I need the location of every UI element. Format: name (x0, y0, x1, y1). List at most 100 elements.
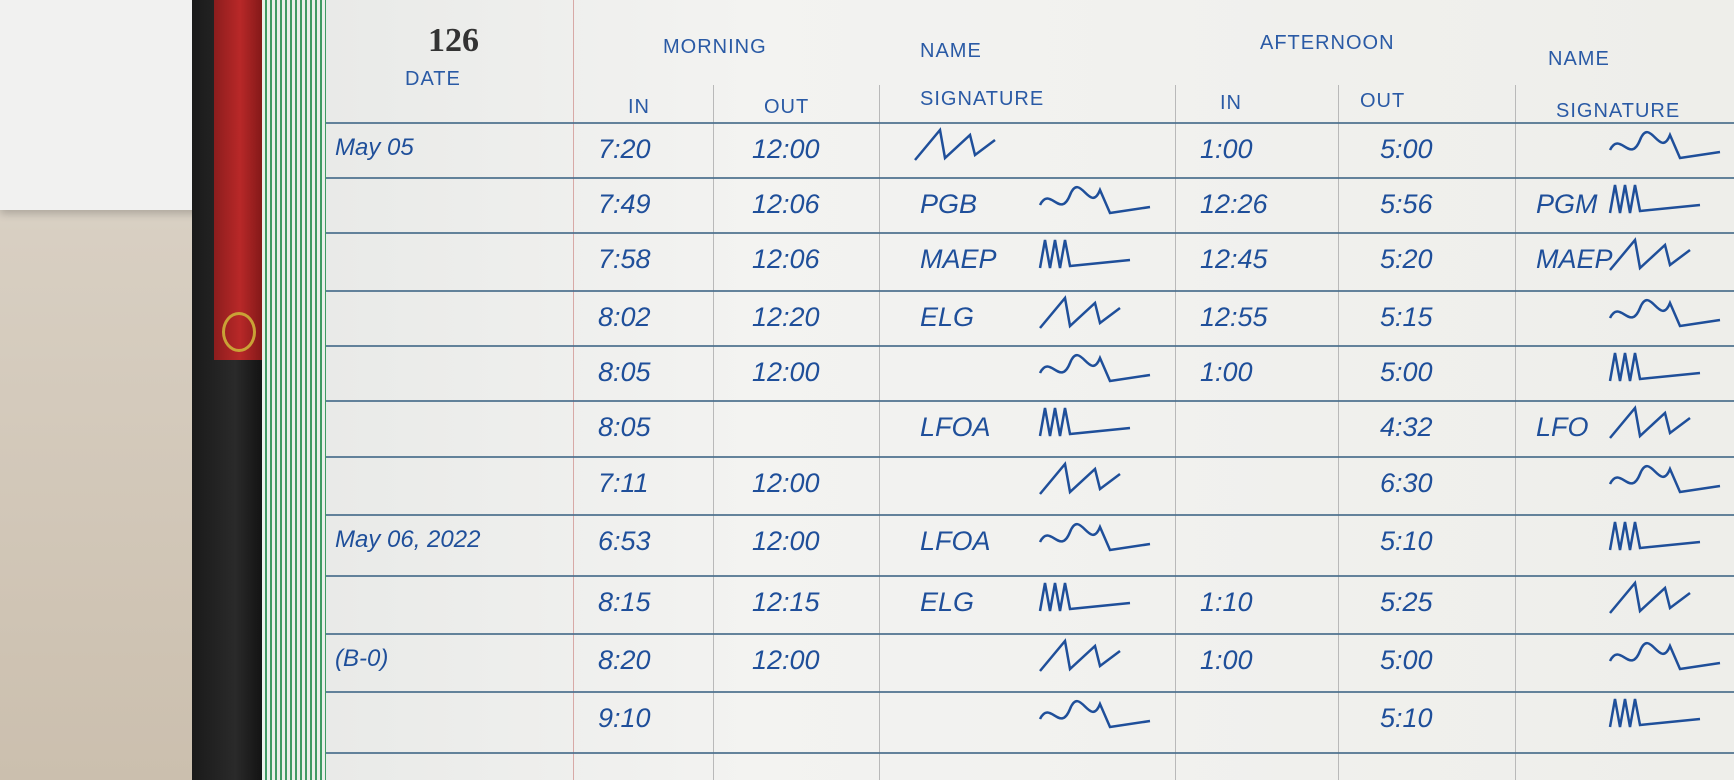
ruled-line (326, 456, 1734, 458)
cell-name: MAEP (920, 244, 997, 274)
column-divider (879, 85, 880, 780)
cell-a-out: 5:10 (1380, 526, 1433, 556)
cell-m-in: 7:58 (598, 244, 651, 274)
cell-m-in: 6:53 (598, 526, 651, 556)
cell-date: May 06, 2022 (335, 526, 481, 553)
header-afternoon: AFTERNOON (1260, 32, 1395, 54)
header-signature-1: SIGNATURE (920, 88, 1045, 110)
cell-m-in: 8:05 (598, 357, 651, 387)
cell-a-out: 5:00 (1380, 134, 1433, 164)
header-signature-2: SIGNATURE (1556, 100, 1681, 122)
cell-a-in: 12:26 (1200, 189, 1268, 219)
signature-scribble-icon (1038, 354, 1151, 383)
cell-name: PGB (920, 189, 978, 219)
signature-scribble-icon (1608, 184, 1701, 214)
cell-a-out: 5:56 (1380, 189, 1433, 219)
cell-a-name: MAEP (1536, 244, 1613, 274)
ruled-line (326, 290, 1734, 292)
header-name-1: NAME (920, 40, 982, 62)
cell-a-out: 5:25 (1380, 587, 1433, 617)
header-morning-in: IN (628, 96, 650, 118)
ruled-line (326, 691, 1734, 693)
cell-m-in: 7:11 (598, 468, 649, 498)
cell-a-out: 5:20 (1380, 244, 1433, 274)
cell-m-out: 12:00 (752, 645, 820, 675)
ruled-line (326, 345, 1734, 347)
cell-a-in: 1:00 (1200, 134, 1253, 164)
ruled-line (326, 752, 1734, 754)
cell-m-out: 12:00 (752, 357, 820, 387)
cell-m-in: 8:20 (598, 645, 651, 675)
cell-a-in: 1:10 (1200, 587, 1253, 617)
column-divider (1515, 85, 1516, 780)
cell-a-in: 12:55 (1200, 302, 1268, 332)
signature-scribble-icon (914, 127, 996, 161)
ruled-line (326, 575, 1734, 577)
header-name-2: NAME (1548, 48, 1610, 70)
header-afternoon-out: OUT (1360, 90, 1406, 112)
ruled-line (326, 400, 1734, 402)
margin-line (573, 0, 574, 780)
header-morning-out: OUT (764, 96, 810, 118)
ruled-line (326, 122, 1734, 124)
cell-m-in: 8:05 (598, 412, 651, 442)
cell-date: May 05 (335, 134, 414, 161)
signature-scribble-icon (1038, 186, 1151, 215)
signature-scribble-icon (1038, 407, 1131, 437)
signature-scribble-icon (1608, 642, 1721, 671)
book-spine-red-band (214, 0, 266, 360)
logbook-page (326, 0, 1734, 780)
cell-a-out: 5:10 (1380, 703, 1433, 733)
cell-a-in: 1:00 (1200, 645, 1253, 675)
signature-scribble-icon (1608, 465, 1721, 494)
header-morning: MORNING (663, 36, 767, 58)
ruled-line (326, 633, 1734, 635)
signature-scribble-icon (1038, 700, 1151, 729)
cell-a-name: PGM (1536, 189, 1598, 219)
cell-m-in: 9:10 (598, 703, 651, 733)
cell-m-out: 12:06 (752, 189, 820, 219)
cell-a-out: 5:00 (1380, 357, 1433, 387)
cell-name: ELG (920, 587, 975, 617)
cell-date: (B-0) (335, 645, 389, 672)
signature-scribble-icon (1038, 239, 1131, 269)
page-edges (262, 0, 328, 780)
cell-a-out: 4:32 (1380, 412, 1433, 442)
cell-m-in: 8:02 (598, 302, 651, 332)
signature-scribble-icon (1039, 638, 1121, 672)
ruled-line (326, 177, 1734, 179)
signature-scribble-icon (1038, 582, 1131, 612)
column-divider (1175, 85, 1176, 780)
signature-scribble-icon (1609, 580, 1691, 614)
header-afternoon-in: IN (1220, 92, 1242, 114)
cell-m-out: 12:00 (752, 468, 820, 498)
column-divider (1338, 85, 1339, 780)
cell-m-in: 7:20 (598, 134, 651, 164)
cell-a-out: 6:30 (1380, 468, 1433, 498)
signature-scribble-icon (1608, 521, 1701, 551)
cell-a-in: 1:00 (1200, 357, 1253, 387)
ruled-line (326, 232, 1734, 234)
page-number: 126 (428, 22, 479, 59)
signature-scribble-icon (1038, 523, 1151, 552)
cell-m-in: 8:15 (598, 587, 651, 617)
ruled-line (326, 514, 1734, 516)
loose-paper (0, 0, 225, 210)
cell-a-out: 5:00 (1380, 645, 1433, 675)
cell-m-out: 12:06 (752, 244, 820, 274)
cell-m-out: 12:20 (752, 302, 820, 332)
column-divider (713, 85, 714, 780)
cell-a-name: LFO (1536, 412, 1589, 442)
signature-scribble-icon (1609, 405, 1691, 439)
signature-scribble-icon (1609, 237, 1691, 271)
cell-name: LFOA (920, 526, 991, 556)
signature-scribble-icon (1039, 461, 1121, 495)
signature-scribble-icon (1608, 299, 1721, 328)
cell-m-out: 12:00 (752, 134, 820, 164)
cell-m-out: 12:00 (752, 526, 820, 556)
header-date: DATE (405, 68, 461, 90)
signature-scribble-icon (1608, 698, 1701, 728)
cell-name: ELG (920, 302, 975, 332)
signature-scribble-icon (1039, 295, 1121, 329)
cell-a-out: 5:15 (1380, 302, 1433, 332)
